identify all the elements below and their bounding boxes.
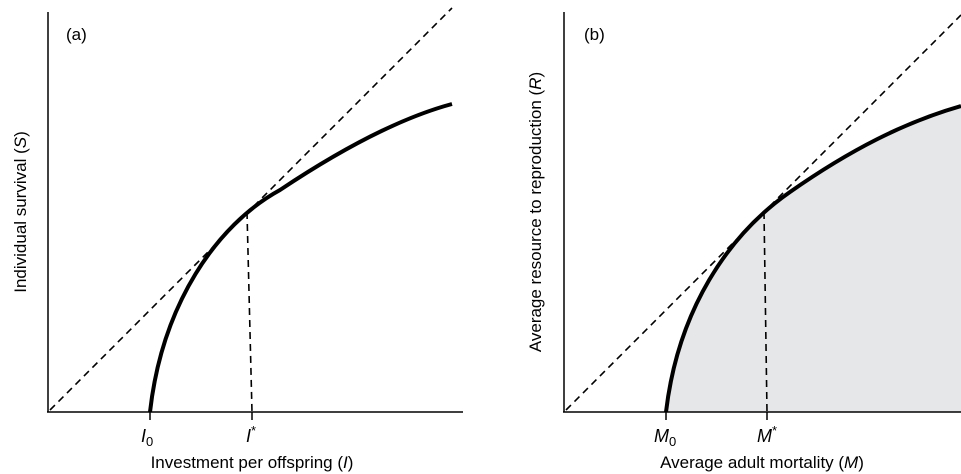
panel-a-optimum-dropline	[246, 211, 253, 413]
panel-b-tick-label-m0: M0	[654, 426, 676, 449]
panel-b: M0 M* (b) Average adult mortality (M) Av…	[526, 12, 961, 472]
panel-b-x-axis-title: Average adult mortality (M)	[660, 453, 864, 472]
panel-b-label: (b)	[584, 25, 605, 44]
panel-a-tick-label-i0: I0	[141, 426, 153, 449]
panel-a-tick-label-istar: I*	[246, 423, 256, 446]
panel-b-tick-label-mstar: M*	[757, 423, 777, 446]
panel-b-shaded-region	[666, 106, 961, 412]
panel-b-optimum-dropline	[763, 211, 768, 413]
panel-a-survival-curve	[148, 102, 453, 413]
panel-a-tangent-line	[49, 7, 453, 411]
panel-b-y-axis-title: Average resource to reproduction (R)	[526, 72, 545, 352]
panel-b-resource-curve	[664, 104, 961, 413]
panel-a-label: (a)	[66, 25, 87, 44]
panel-a: I0 I* (a) Investment per offspring (I) I…	[11, 7, 463, 472]
panel-a-x-axis-title: Investment per offspring (I)	[151, 453, 354, 472]
panel-a-y-axis-title: Individual survival (S)	[11, 131, 30, 293]
